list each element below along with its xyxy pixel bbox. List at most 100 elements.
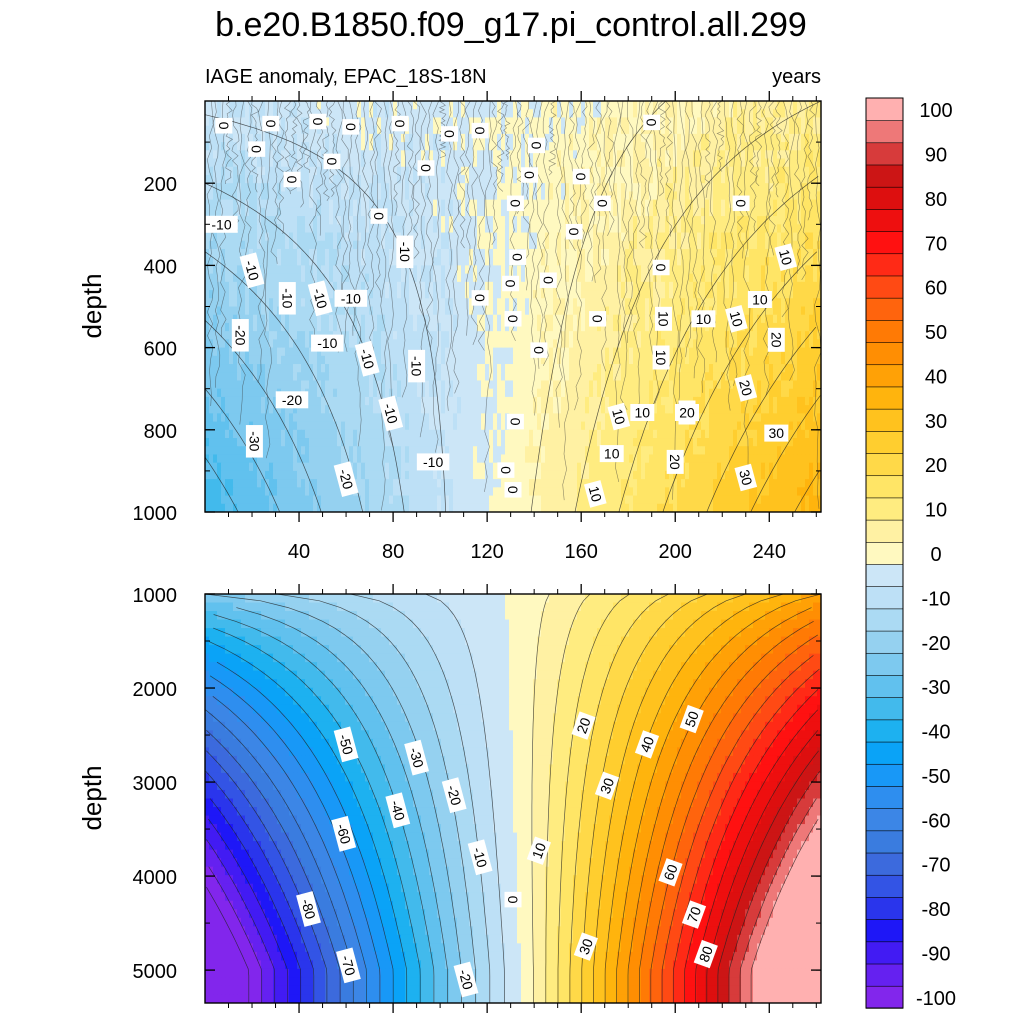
- field-cell: [229, 150, 234, 160]
- field-cell: [529, 158, 534, 168]
- field-cell: [293, 142, 298, 151]
- field-cell: [601, 142, 606, 151]
- field-cell: [813, 281, 818, 291]
- field-cell: [341, 273, 346, 283]
- field-cell: [781, 347, 786, 357]
- field-cell: [369, 191, 374, 201]
- field-cell: [609, 158, 614, 168]
- field-cell: [205, 166, 210, 176]
- field-cell: [265, 133, 270, 143]
- field-cell: [229, 174, 234, 184]
- field-cell: [633, 183, 638, 193]
- field-cell: [597, 331, 602, 340]
- field-cell: [405, 174, 410, 184]
- field-cell: [497, 199, 502, 209]
- field-cell: [217, 331, 222, 340]
- field-cell: [569, 257, 574, 266]
- field-cell: [401, 355, 406, 365]
- field-cell: [697, 125, 702, 135]
- field-cell: [497, 174, 502, 184]
- field-cell: [421, 248, 426, 258]
- field-cell: [589, 306, 594, 316]
- field-cell: [805, 199, 810, 209]
- field-cell: [405, 199, 410, 209]
- chart-title: b.e20.B1850.f09_g17.pi_control.all.299: [215, 6, 807, 44]
- field-cell: [481, 322, 486, 332]
- field-cell: [729, 183, 734, 193]
- field-cell: [417, 281, 422, 291]
- field-cell: [737, 273, 742, 283]
- field-cell: [469, 101, 474, 110]
- field-cell: [465, 347, 470, 357]
- field-cell: [633, 158, 638, 168]
- field-cell: [333, 166, 338, 176]
- field-cell: [749, 117, 754, 127]
- field-cell: [629, 355, 634, 365]
- field-cell: [685, 273, 690, 283]
- field-cell: [549, 191, 554, 201]
- field-cell: [301, 109, 306, 119]
- field-cell: [441, 216, 446, 225]
- field-cell: [761, 158, 766, 168]
- field-cell: [289, 240, 294, 250]
- field-cell: [341, 232, 346, 242]
- field-cell: [601, 355, 606, 365]
- field-cell: [297, 347, 302, 357]
- field-cell: [337, 183, 342, 193]
- field-cell: [513, 174, 518, 184]
- field-cell: [253, 224, 258, 234]
- field-cell: [701, 199, 706, 209]
- field-cell: [733, 133, 738, 143]
- field-cell: [329, 314, 334, 324]
- field-cell: [357, 322, 362, 332]
- field-cell: [801, 109, 806, 119]
- field-cell: [505, 248, 510, 258]
- field-cell: [217, 199, 222, 209]
- field-cell: [553, 191, 558, 201]
- field-cell: [485, 158, 490, 168]
- field-cell: [721, 273, 726, 283]
- field-cell: [501, 199, 506, 209]
- field-cell: [369, 101, 374, 110]
- field-cell: [393, 273, 398, 283]
- field-cell: [629, 248, 634, 258]
- field-cell: [637, 133, 642, 143]
- field-cell: [261, 364, 266, 373]
- field-cell: [729, 290, 734, 299]
- field-cell: [721, 322, 726, 332]
- field-cell: [685, 306, 690, 316]
- field-cell: [749, 339, 754, 349]
- field-cell: [209, 199, 214, 209]
- field-cell: [585, 109, 590, 119]
- field-cell: [333, 322, 338, 332]
- field-cell: [661, 191, 666, 201]
- field-cell: [773, 101, 778, 110]
- field-cell: [757, 207, 762, 217]
- field-cell: [665, 174, 670, 184]
- field-cell: [217, 142, 222, 151]
- field-cell: [353, 331, 358, 340]
- field-cell: [645, 150, 650, 160]
- field-cell: [537, 183, 542, 193]
- field-cell: [593, 347, 598, 357]
- field-cell: [373, 265, 378, 275]
- field-cell: [273, 273, 278, 283]
- field-cell: [321, 224, 326, 234]
- field-cell: [537, 331, 542, 340]
- field-cell: [733, 240, 738, 250]
- field-cell: [581, 117, 586, 127]
- field-cell: [441, 191, 446, 201]
- field-cell: [765, 125, 770, 135]
- field-cell: [217, 191, 222, 201]
- field-cell: [501, 216, 506, 225]
- field-cell: [369, 331, 374, 340]
- field-cell: [673, 355, 678, 365]
- field-cell: [513, 355, 518, 365]
- field-cell: [345, 216, 350, 225]
- field-cell: [557, 150, 562, 160]
- field-cell: [665, 339, 670, 349]
- field-cell: [477, 117, 482, 127]
- field-cell: [805, 216, 810, 225]
- field-cell: [645, 199, 650, 209]
